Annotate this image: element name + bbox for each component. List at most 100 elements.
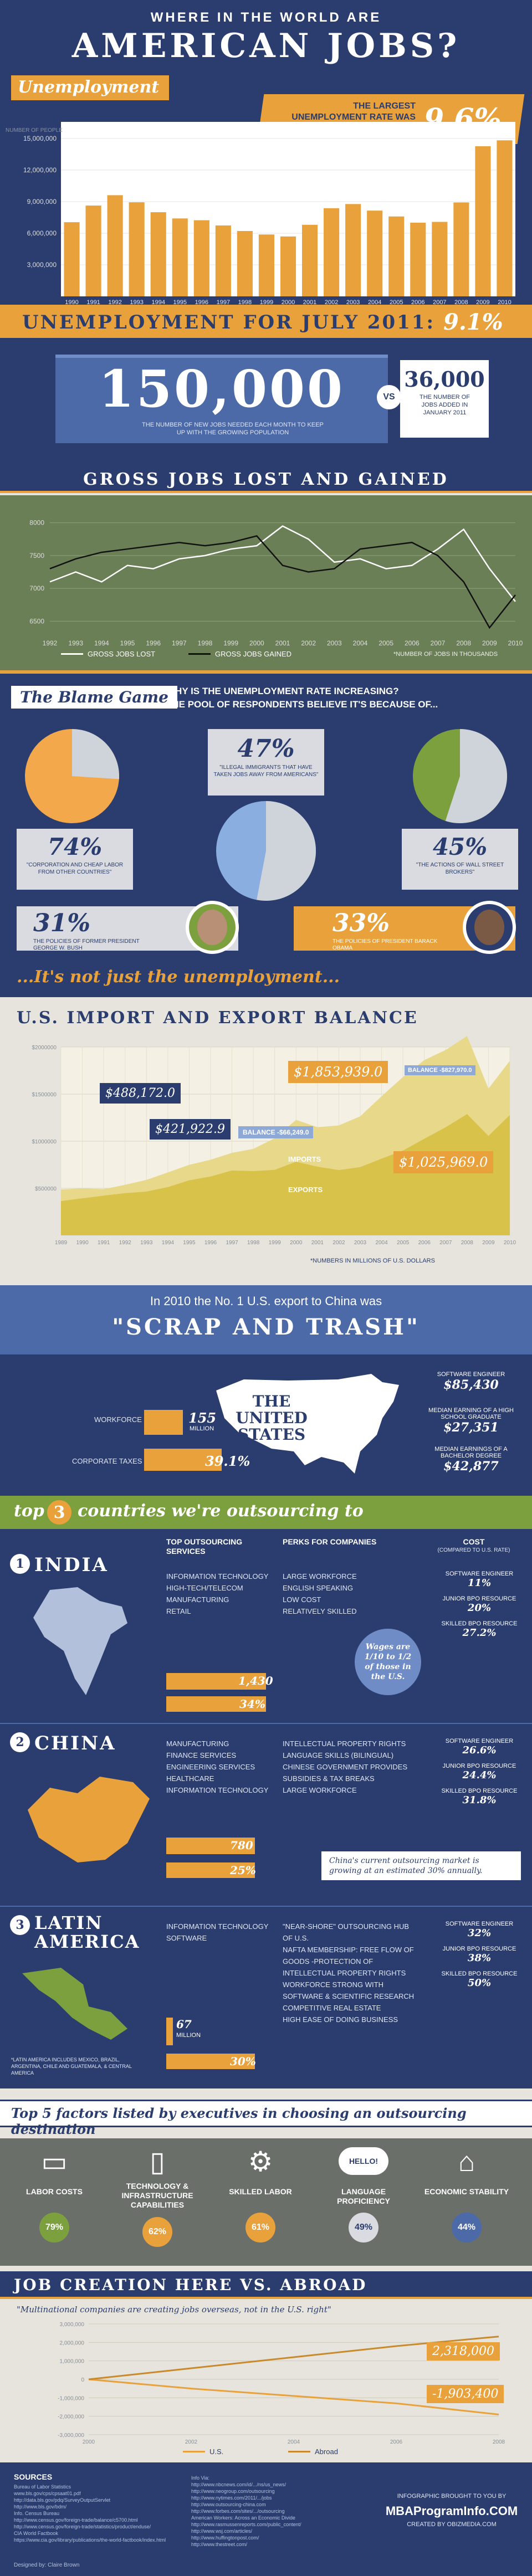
balance-label-2: BALANCE -$827,970.0 bbox=[405, 1065, 475, 1075]
china-name: CHINA bbox=[34, 1732, 116, 1754]
factor-label-3: SKILLED LABOR bbox=[229, 2187, 292, 2196]
blame-card-3: 45% "THE ACTIONS OF WALL STREET BROKERS" bbox=[402, 829, 518, 890]
header-line1: WHERE IN THE WORLD ARE bbox=[150, 10, 382, 25]
legend-lost: GROSS JOBS LOST bbox=[61, 650, 155, 658]
china-cost-value-2: 24.4% bbox=[462, 1769, 497, 1781]
factor-pct-3: 61% bbox=[245, 2213, 275, 2243]
vs-badge: VS bbox=[377, 385, 401, 409]
latam-cost-value-1: 32% bbox=[467, 1927, 492, 1939]
latam-perk-5: HIGH EASE OF DOING BUSINESS bbox=[283, 2015, 398, 2024]
blame-section: The Blame Game WHY IS THE UNEMPLOYMENT R… bbox=[0, 670, 532, 958]
exports-label: EXPORTS bbox=[288, 1186, 323, 1194]
sources-right: Info Via: http://www.nbcnews.com/id/.../n… bbox=[191, 2475, 369, 2548]
trade-xtick: 2004 bbox=[375, 1240, 388, 1246]
header-title: AMERICAN JOBS? bbox=[71, 27, 461, 65]
china-workforce-bar bbox=[166, 1838, 255, 1854]
source-item: http://www.rasmussenreports.com/public_c… bbox=[191, 2522, 301, 2527]
unemployment-xtick: 1994 bbox=[151, 299, 165, 305]
source-item: CIA World Factbook bbox=[14, 2531, 58, 2536]
top3-post: countries we're outsourcing to bbox=[78, 1501, 364, 1521]
latam-workforce-value: 67 bbox=[176, 2018, 192, 2031]
site-link[interactable]: MBAProgramInfo.COM bbox=[385, 2504, 518, 2518]
unemployment-section: Unemployment THE LARGEST UNEMPLOYMENT RA… bbox=[0, 72, 532, 305]
source-item: Info Via: bbox=[191, 2475, 209, 2481]
source-item: Bureau of Labor Statistics bbox=[14, 2484, 71, 2490]
country-india: 1 INDIA INFORMATION TECHNOLOGY HIGH-TECH… bbox=[0, 1551, 532, 1723]
china-cost-label-1: SOFTWARE ENGINEER bbox=[445, 1738, 514, 1744]
unemployment-bar bbox=[85, 206, 101, 296]
china-perk-2: LANGUAGE SKILLS (BILINGUAL) bbox=[283, 1751, 394, 1759]
top5-title-band bbox=[0, 2100, 532, 2127]
trade-chart: $500000 $1000000 $1500000 $2000000 1989 1990 1… bbox=[32, 1036, 516, 1246]
india-tax-bar bbox=[166, 1696, 266, 1712]
trade-xtick: 1994 bbox=[162, 1240, 175, 1246]
unemployment-xtick: 1990 bbox=[65, 299, 78, 305]
trade-area-exports bbox=[61, 1114, 510, 1235]
gross-xtick: 1992 bbox=[43, 639, 58, 647]
latam-cost-label-1: SOFTWARE ENGINEER bbox=[445, 1921, 514, 1927]
top3-num: 3 bbox=[47, 1500, 71, 1525]
trade-ytick: $2000000 bbox=[32, 1045, 57, 1051]
india-perk-1: LARGE WORKFORCE bbox=[283, 1572, 357, 1581]
legend-lost-label: GROSS JOBS LOST bbox=[88, 650, 156, 658]
unemployment-xtick: 2002 bbox=[325, 299, 338, 305]
us-stat-value-2: $27,351 bbox=[443, 1420, 499, 1435]
us-workforce-unit: MILLION bbox=[190, 1425, 214, 1432]
creation-ytick: 3,000,000 bbox=[60, 2322, 85, 2328]
gross-xtick: 2006 bbox=[405, 639, 420, 647]
factor-pct-1: 79% bbox=[39, 2213, 69, 2243]
latam-cost-label-3: SKILLED BPO RESOURCE bbox=[441, 1971, 518, 1977]
china-costs: SOFTWARE ENGINEER 26.6% JUNIOR BPO RESOU… bbox=[432, 1738, 526, 1806]
india-cost-value-2: 20% bbox=[467, 1602, 492, 1614]
factor-1: ▭ LABOR COSTS 79% bbox=[6, 2144, 103, 2243]
phone-icon: ▯ bbox=[150, 2146, 165, 2177]
trade-xtick: 1997 bbox=[226, 1240, 238, 1246]
designed-by: Designed by: Claire Brown bbox=[14, 2562, 80, 2568]
gross-chart-bg bbox=[0, 495, 532, 670]
unemployment-xtick: 2003 bbox=[346, 299, 360, 305]
india-cost-label-1: SOFTWARE ENGINEER bbox=[445, 1571, 514, 1577]
balance-label-1: BALANCE -$66,249.0 bbox=[238, 1126, 314, 1138]
unemployment-xtick: 1997 bbox=[217, 299, 230, 305]
factor-pct-5: 44% bbox=[452, 2213, 482, 2243]
us-stat-2: MEDIAN EARNING OF A HIGH SCHOOL GRADUATE… bbox=[421, 1407, 521, 1435]
july-band: UNEMPLOYMENT FOR JULY 2011: 9.1% bbox=[0, 305, 532, 338]
unemployment-bar bbox=[129, 202, 145, 296]
china-perk-1: INTELLECTUAL PROPERTY RIGHTS bbox=[283, 1739, 406, 1748]
factor-5: ⌂ ECONOMIC STABILITY 44% bbox=[418, 2144, 515, 2243]
job-creation-chart: 3,000,000 2,000,000 1,000,000 0 -1,000,000 -2… bbox=[58, 2322, 505, 2445]
jobs-needed: 150,000 THE NUMBER OF NEW JOBS NEEDED EA… bbox=[0, 338, 532, 465]
gross-xtick: 1996 bbox=[146, 639, 161, 647]
unemployment-bar bbox=[497, 140, 513, 296]
india-service-2: HIGH-TECH/TELECOM bbox=[166, 1584, 243, 1592]
latam-num: 3 bbox=[10, 1915, 30, 1935]
source-item: http://data.bls.gov/pdq/SurveyOutputServ… bbox=[14, 2497, 111, 2503]
jobs-big-box bbox=[55, 355, 388, 443]
india-cost-label-2: JUNIOR BPO RESOURCE bbox=[442, 1595, 516, 1602]
gross-xtick: 2001 bbox=[275, 639, 290, 647]
blame-question: WHY IS THE UNEMPLOYMENT RATE INCREASING? bbox=[166, 686, 399, 696]
latam-perk-4: COMPETITIVE REAL ESTATE bbox=[283, 2004, 381, 2012]
countries-section: TOP OUTSOURCING SERVICES PERKS FOR COMPA… bbox=[0, 1529, 532, 2088]
unemployment-xtick: 2000 bbox=[282, 299, 295, 305]
blame-pct-3: 45% bbox=[432, 833, 488, 860]
creation-legend-abroad: Abroad bbox=[288, 2447, 338, 2456]
jobs-small-value: 36,000 bbox=[404, 367, 485, 392]
unemployment-xtick: 1996 bbox=[195, 299, 208, 305]
unemployment-bar bbox=[237, 231, 253, 296]
unemployment-xtick: 2005 bbox=[390, 299, 403, 305]
top5-title: Top 5 factors listed by executives in ch… bbox=[11, 2105, 467, 2137]
china-workforce-value: 780 bbox=[230, 1839, 253, 1852]
latam-workforce-bar bbox=[166, 2018, 173, 2045]
trade-ytick: $1000000 bbox=[32, 1139, 57, 1145]
source-item: http://www.outsourcing-china.com bbox=[191, 2502, 266, 2507]
us-stats-section: THE UNITED STATES WORKFORCE 155 MILLION … bbox=[0, 1354, 532, 1496]
unemployment-xtick: 2004 bbox=[368, 299, 381, 305]
gross-xtick: 2007 bbox=[431, 639, 446, 647]
creation-quote: "Multinational companies are creating jo… bbox=[17, 2305, 331, 2315]
trade-xtick: 2000 bbox=[290, 1240, 303, 1246]
latam-service-1: INFORMATION TECHNOLOGY bbox=[166, 1922, 269, 1931]
trade-xtick: 2005 bbox=[397, 1240, 410, 1246]
latam-perks: "NEAR-SHORE" OUTSOURCING HUB OF U.S. NAF… bbox=[283, 1921, 416, 2025]
gross-series-lost bbox=[49, 525, 516, 602]
